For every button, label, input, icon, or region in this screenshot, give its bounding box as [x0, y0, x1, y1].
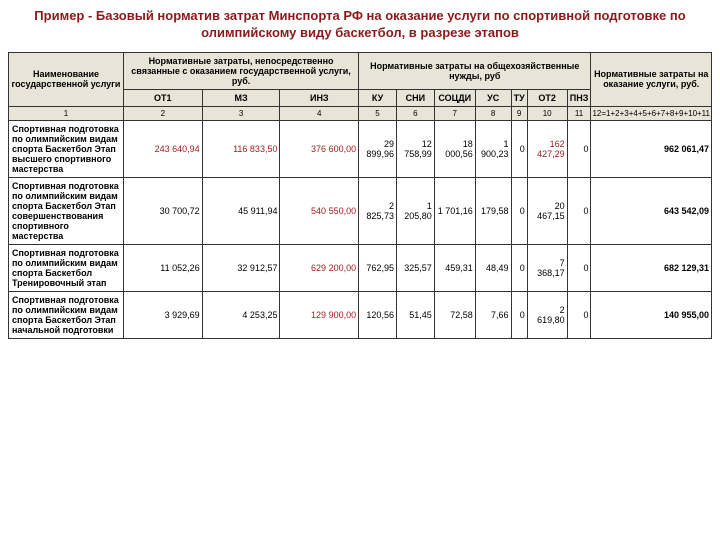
data-table: Наименование государственной услуги Норм…	[8, 52, 712, 339]
sub-ot1: ОТ1	[124, 89, 203, 106]
colnum: 8	[475, 106, 511, 120]
sub-socdi: СОЦДИ	[434, 89, 475, 106]
cell: 2 825,73	[359, 177, 397, 244]
cell: 29 899,96	[359, 120, 397, 177]
cell-total: 962 061,47	[591, 120, 712, 177]
header-group1: Нормативные затраты, непосредственно свя…	[124, 52, 359, 89]
cell: 72,58	[434, 291, 475, 338]
cell: 116 833,50	[202, 120, 280, 177]
cell: 0	[567, 244, 591, 291]
cell: 7 368,17	[527, 244, 567, 291]
cell: 51,45	[396, 291, 434, 338]
cell: 30 700,72	[124, 177, 203, 244]
cell: 1 701,16	[434, 177, 475, 244]
cell: 243 640,94	[124, 120, 203, 177]
row-label: Спортивная подготовка по олимпийским вид…	[9, 244, 124, 291]
cell: 120,56	[359, 291, 397, 338]
table-row: Спортивная подготовка по олимпийским вид…	[9, 120, 712, 177]
cell-total: 643 542,09	[591, 177, 712, 244]
cell: 32 912,57	[202, 244, 280, 291]
sub-us: УС	[475, 89, 511, 106]
sub-sni: СНИ	[396, 89, 434, 106]
sub-mz: МЗ	[202, 89, 280, 106]
cell: 20 467,15	[527, 177, 567, 244]
colnum: 7	[434, 106, 475, 120]
cell: 0	[511, 120, 527, 177]
cell: 11 052,26	[124, 244, 203, 291]
cell: 18 000,56	[434, 120, 475, 177]
table-row: Спортивная подготовка по олимпийским вид…	[9, 244, 712, 291]
cell: 1 900,23	[475, 120, 511, 177]
cell: 3 929,69	[124, 291, 203, 338]
cell: 2 619,80	[527, 291, 567, 338]
cell: 12 758,99	[396, 120, 434, 177]
cell: 0	[511, 291, 527, 338]
cell: 325,57	[396, 244, 434, 291]
colnum: 6	[396, 106, 434, 120]
row-label: Спортивная подготовка по олимпийским вид…	[9, 177, 124, 244]
cell: 0	[511, 244, 527, 291]
cell: 762,95	[359, 244, 397, 291]
cell: 179,58	[475, 177, 511, 244]
cell: 459,31	[434, 244, 475, 291]
colnum: 9	[511, 106, 527, 120]
colnum: 5	[359, 106, 397, 120]
sub-ku: КУ	[359, 89, 397, 106]
cell-total: 140 955,00	[591, 291, 712, 338]
cell: 4 253,25	[202, 291, 280, 338]
cell-total: 682 129,31	[591, 244, 712, 291]
table-row: Спортивная подготовка по олимпийским вид…	[9, 291, 712, 338]
cell: 0	[567, 177, 591, 244]
row-label: Спортивная подготовка по олимпийским вид…	[9, 291, 124, 338]
cell: 0	[511, 177, 527, 244]
cell: 48,49	[475, 244, 511, 291]
colnum: 12=1+2+3+4+5+6+7+8+9+10+11	[591, 106, 712, 120]
sub-pnz: ПНЗ	[567, 89, 591, 106]
cell: 162 427,29	[527, 120, 567, 177]
colnum: 10	[527, 106, 567, 120]
colnum: 2	[124, 106, 203, 120]
cell: 629 200,00	[280, 244, 359, 291]
column-numbers-row: 1 2 3 4 5 6 7 8 9 10 11 12=1+2+3+4+5+6+7…	[9, 106, 712, 120]
header-total: Нормативные затраты на оказание услуги, …	[591, 52, 712, 106]
cell: 540 550,00	[280, 177, 359, 244]
cell: 7,66	[475, 291, 511, 338]
row-label: Спортивная подготовка по олимпийским вид…	[9, 120, 124, 177]
cell: 0	[567, 120, 591, 177]
header-name: Наименование государственной услуги	[9, 52, 124, 106]
table-row: Спортивная подготовка по олимпийским вид…	[9, 177, 712, 244]
cell: 376 600,00	[280, 120, 359, 177]
sub-tu: ТУ	[511, 89, 527, 106]
cell: 1 205,80	[396, 177, 434, 244]
colnum: 11	[567, 106, 591, 120]
sub-inz: ИНЗ	[280, 89, 359, 106]
colnum: 1	[9, 106, 124, 120]
cell: 0	[567, 291, 591, 338]
cell: 45 911,94	[202, 177, 280, 244]
colnum: 4	[280, 106, 359, 120]
sub-ot2: ОТ2	[527, 89, 567, 106]
header-group2: Нормативные затраты на общехозяйственные…	[359, 52, 591, 89]
page-title: Пример - Базовый норматив затрат Минспор…	[8, 8, 712, 42]
colnum: 3	[202, 106, 280, 120]
cell: 129 900,00	[280, 291, 359, 338]
